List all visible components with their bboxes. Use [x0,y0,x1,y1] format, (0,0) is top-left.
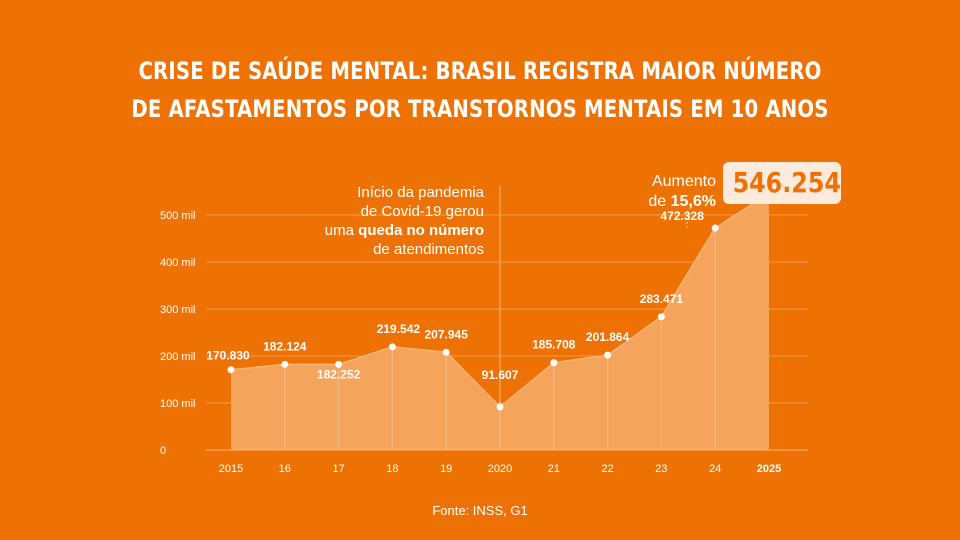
data-label: 182.124 [263,339,307,353]
highlight-value-badge: 546.254 [723,162,841,204]
x-tick-label: 2025 [757,463,781,475]
x-tick-label: 19 [440,463,452,475]
data-label: 170.830 [206,349,250,363]
x-tick-label: 2015 [219,463,243,475]
pandemic-annotation-line-2: de Covid-19 gerou [360,203,484,220]
data-point [604,351,612,359]
area-fill [231,193,769,450]
x-tick-label: 18 [386,463,398,475]
y-tick-label: 400 mil [160,257,195,269]
source-note: Fonte: INSS, G1 [432,503,528,518]
pandemic-annotation-line-3-pre: uma [324,222,359,239]
data-label: 91.607 [482,368,519,382]
x-tick-label: 16 [279,463,291,475]
increase-annotation-line-2: de 15,6% [598,192,716,212]
data-point [227,366,235,374]
x-tick-label: 17 [332,463,344,475]
x-tick-label: 2020 [488,463,512,475]
pandemic-annotation-line-3-bold: queda no número [358,222,484,239]
highlight-value: 546.254 [732,166,841,199]
data-point [711,224,719,232]
data-label: 207.945 [425,327,469,341]
data-label: 201.864 [586,330,630,344]
x-axis-ticks: 2015 16 17 18 19 2020 21 22 23 24 2025 [219,463,781,475]
title-line-2: DE AFASTAMENTOS POR TRANSTORNOS MENTAIS … [131,95,829,123]
title-line-1: CRISE DE SAÚDE MENTAL: BRASIL REGISTRA M… [138,57,822,85]
data-point [388,343,396,351]
y-tick-label: 100 mil [160,398,195,410]
data-point [496,403,504,411]
y-axis-ticks: 0 100 mil 200 mil 300 mil 400 mil 500 mil [160,210,195,457]
data-label: 185.708 [532,338,576,352]
data-label: 182.252 [317,367,361,381]
increase-percentage: 15,6% [670,193,716,210]
increase-annotation-line-1: Aumento [651,173,716,190]
data-point [442,348,450,356]
vertical-guides [284,228,716,450]
x-tick-label: 21 [548,463,560,475]
pandemic-annotation-line-3: uma queda no número [276,221,484,240]
increase-annotation-line-2-pre: de [648,193,671,210]
x-tick-label: 22 [601,463,613,475]
data-point [550,359,558,367]
data-point [335,360,343,368]
x-tick-label: 24 [709,463,721,475]
data-labels: 170.830 182.124 182.252 219.542 207.945 91.60… [206,209,704,382]
y-tick-label: 0 [160,445,166,457]
data-point [657,313,665,321]
increase-annotation: Aumento de 15,6% [598,172,716,212]
data-label: 472.328 [661,209,705,223]
chart-title: CRISE DE SAÚDE MENTAL: BRASIL REGISTRA M… [86,52,873,128]
y-tick-label: 500 mil [160,210,195,222]
data-point [281,360,289,368]
y-tick-label: 300 mil [160,304,195,316]
pandemic-annotation-line-1: Início da pandemia [357,184,484,201]
data-label: 283.471 [640,292,684,306]
pandemic-annotation: Início da pandemia de Covid-19 gerou uma… [276,183,484,259]
data-label: 219.542 [377,322,421,336]
pandemic-annotation-line-4: de atendimentos [373,241,484,258]
x-tick-label: 23 [655,463,667,475]
y-tick-label: 200 mil [160,351,195,363]
